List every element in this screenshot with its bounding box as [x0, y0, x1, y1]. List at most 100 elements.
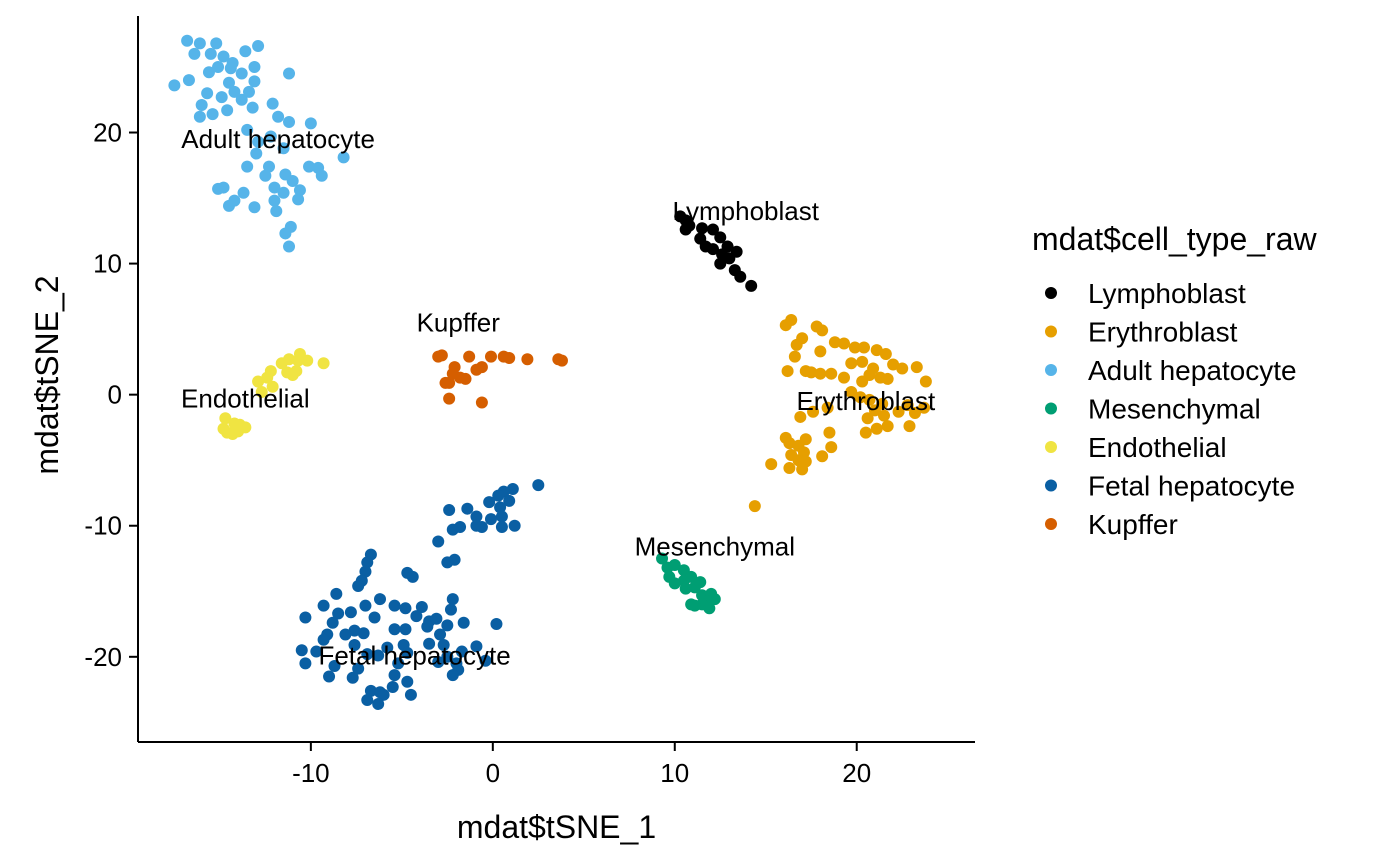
data-point: [233, 418, 246, 431]
y-tick-label: -10: [84, 511, 122, 541]
data-point: [348, 639, 361, 652]
data-point: [794, 410, 807, 423]
data-point: [807, 405, 820, 418]
data-point: [814, 367, 827, 380]
data-point: [903, 420, 916, 433]
data-point: [293, 184, 306, 197]
legend-item: Adult hepatocyte: [1045, 355, 1297, 386]
y-ticks: -20 -10 0 10 20: [84, 118, 138, 672]
legend-swatch: [1045, 287, 1057, 299]
data-point: [401, 646, 414, 659]
data-point: [854, 391, 867, 404]
legend-item: Endothelial: [1045, 432, 1227, 463]
data-point: [221, 104, 234, 117]
data-point: [201, 87, 214, 100]
data-point: [679, 582, 692, 595]
data-point: [714, 231, 727, 244]
legend-label: Lymphoblast: [1088, 278, 1246, 309]
data-point: [361, 648, 374, 661]
data-point: [706, 223, 719, 236]
data-point: [202, 66, 215, 79]
data-point: [224, 62, 237, 75]
data-point: [241, 160, 254, 173]
data-point: [277, 186, 290, 199]
data-point: [337, 151, 350, 164]
data-point: [361, 556, 374, 569]
data-point: [443, 392, 456, 405]
data-point: [237, 186, 250, 199]
data-point: [475, 521, 488, 534]
data-point: [415, 600, 428, 613]
data-point: [388, 669, 401, 682]
data-point: [446, 593, 459, 606]
data-point: [290, 365, 303, 378]
data-point: [748, 500, 761, 513]
data-point: [495, 510, 508, 523]
data-point: [455, 645, 468, 658]
data-point: [346, 671, 359, 684]
data-point: [492, 489, 505, 502]
cluster-label: Erythroblast: [796, 386, 935, 416]
series-mesenchymal: [656, 552, 721, 615]
data-point: [430, 612, 443, 625]
data-point: [470, 363, 483, 376]
data-point: [228, 85, 241, 98]
data-point: [193, 37, 206, 50]
data-point: [217, 50, 230, 63]
data-point: [816, 450, 829, 463]
data-point: [266, 380, 279, 393]
data-point: [255, 386, 268, 399]
data-point: [439, 376, 452, 389]
data-point: [790, 338, 803, 351]
data-point: [406, 570, 419, 583]
data-point: [879, 348, 892, 361]
legend-swatch: [1045, 479, 1057, 492]
data-point: [410, 610, 423, 623]
data-point: [878, 409, 891, 422]
data-point: [656, 552, 669, 565]
data-point: [479, 654, 492, 667]
data-point: [377, 688, 390, 701]
data-point: [703, 602, 716, 615]
data-points: [168, 34, 932, 710]
data-point: [215, 91, 228, 104]
data-point: [344, 606, 357, 619]
legend-swatch: [1045, 518, 1057, 530]
data-point: [248, 60, 261, 73]
data-point: [441, 619, 454, 632]
data-point: [918, 401, 931, 414]
data-point: [310, 645, 323, 658]
data-point: [286, 175, 299, 188]
data-point: [399, 602, 412, 615]
y-axis-title: mdat$tSNE_2: [29, 275, 65, 474]
data-point: [323, 670, 336, 683]
series-lymphoblast: [674, 210, 758, 292]
data-point: [805, 366, 818, 379]
data-point: [858, 341, 871, 354]
data-point: [372, 697, 385, 710]
data-point: [881, 372, 894, 385]
data-point: [404, 688, 417, 701]
data-point: [870, 344, 883, 357]
data-point: [495, 521, 508, 534]
data-point: [734, 270, 747, 283]
data-point: [887, 358, 900, 371]
data-point: [401, 675, 414, 688]
data-point: [788, 350, 801, 363]
data-point: [461, 502, 474, 515]
data-point: [432, 656, 445, 669]
data-point: [821, 401, 834, 414]
legend-label: Fetal hepatocyte: [1088, 471, 1295, 502]
data-point: [212, 60, 225, 73]
data-point: [837, 337, 850, 350]
data-point: [270, 205, 283, 218]
data-point: [437, 639, 450, 652]
data-point: [463, 350, 476, 363]
legend-item: Kupffer: [1045, 509, 1178, 540]
data-point: [446, 523, 459, 536]
legend-item: Fetal hepatocyte: [1045, 471, 1295, 502]
data-point: [206, 108, 219, 121]
data-point: [193, 110, 206, 123]
data-point: [239, 45, 252, 58]
data-point: [299, 611, 312, 624]
